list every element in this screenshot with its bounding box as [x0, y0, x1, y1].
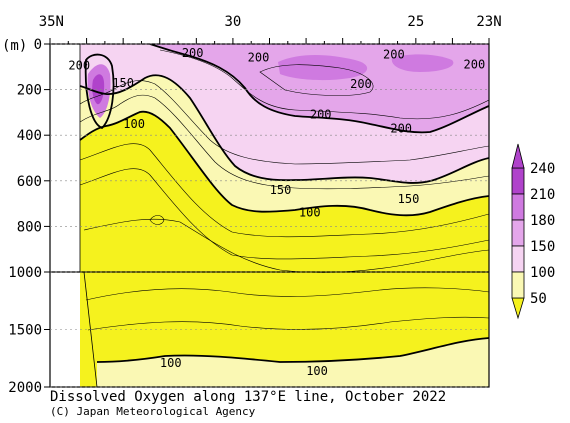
contour-label: 150: [112, 76, 134, 90]
x-tick-label: 23N: [476, 14, 501, 30]
y-tick-label: 400: [17, 128, 42, 144]
y-tick-label: 800: [17, 219, 42, 235]
band-210-240-a: [278, 55, 368, 81]
major-contours: [79, 44, 489, 363]
y-tick-label: 200: [17, 83, 42, 99]
y-tick-label: 600: [17, 174, 42, 190]
contour-label: 200: [248, 51, 270, 65]
contour-label: 200: [182, 46, 204, 60]
contour-label: 150: [270, 183, 292, 197]
contour-label: 150: [398, 192, 420, 206]
contour-label: 200: [383, 47, 405, 61]
chart-credit: (C) Japan Meteorological Agency: [50, 405, 256, 418]
contour-label: 200: [350, 77, 372, 91]
chart-title: Dissolved Oxygen along 137°E line, Octob…: [50, 389, 447, 405]
colorbar-segment: [511, 219, 525, 247]
x-axis: 35N 30 25 23N: [39, 14, 502, 44]
colorbar-segment: [511, 245, 525, 273]
y-tick-label: 2000: [8, 380, 42, 396]
contour-label: 200: [464, 58, 486, 72]
y-tick-label: 0: [34, 37, 42, 53]
contour-labels: 200 200 150 100 200 200 200 200 200 200 150 150 100 1…: [68, 46, 486, 378]
x-tick-label: 25: [407, 14, 424, 30]
oxygen-field: 200 200 150 100 200 200 200 200 200 200 150 150 100 1…: [50, 44, 489, 387]
colorbar-top-cap: [511, 143, 525, 169]
contour-200: [149, 44, 489, 134]
colorbar: 50 100 150 180 210 240: [511, 143, 555, 320]
colorbar-segment: [511, 167, 525, 195]
contour-lines: [79, 49, 489, 331]
contour-label: 200: [68, 59, 90, 73]
contour-label: 100: [123, 117, 145, 131]
colorbar-label: 50: [530, 291, 547, 307]
colorbar-label: 240: [530, 161, 555, 177]
y-tick-label: 1000: [8, 265, 42, 281]
y-axis-unit-label: (m): [2, 38, 27, 54]
contour-150: [79, 74, 489, 184]
contour-label: 100: [306, 364, 328, 378]
colorbar-label: 180: [530, 213, 555, 229]
colorbar-segment: [511, 193, 525, 221]
band-210-240-b: [391, 54, 454, 72]
colorbar-label: 150: [530, 239, 555, 255]
colorbar-label: 210: [530, 187, 555, 203]
x-tick-label: 30: [224, 14, 241, 30]
colorbar-bottom-cap: [511, 297, 525, 320]
y-axis: 0 200 400 600 800 1000 1500 2000: [8, 37, 489, 396]
contour-200-coastal: [84, 53, 115, 130]
colorbar-segment: [511, 271, 525, 299]
x-tick-label: 35N: [39, 14, 64, 30]
contour-100-deep: [96, 337, 489, 363]
contour-label: 100: [160, 356, 182, 370]
colorbar-label: 100: [530, 265, 555, 281]
contour-label: 100: [299, 206, 321, 220]
contour-100-upper: [79, 110, 489, 217]
contour-label: 200: [310, 108, 332, 122]
contour-label: 200: [390, 121, 412, 135]
y-tick-label: 1500: [8, 323, 42, 339]
